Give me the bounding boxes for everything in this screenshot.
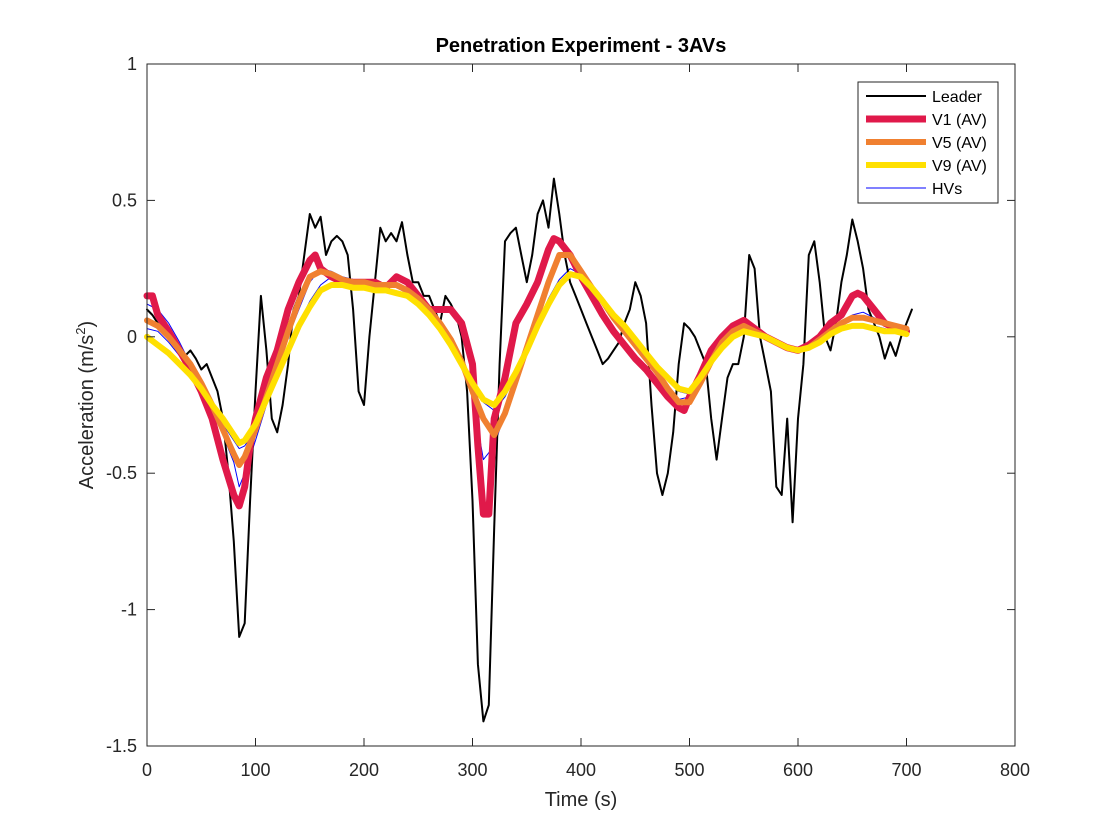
series-layer [143,177,913,723]
y-axis-label: Acceleration (m/s2) [73,321,98,489]
legend: Leader V1 (AV) V5 (AV) V9 (AV) HVs [857,81,999,204]
x-tick-label: 100 [240,760,270,780]
y-tick-label: -1 [121,600,137,620]
x-tick-label: 800 [1000,760,1030,780]
legend-label: V1 (AV) [932,112,987,129]
y-axis-label-main: Acceleration (m/s [76,335,98,490]
y-tick-label: 0.5 [112,190,137,210]
x-tick-label: 500 [674,760,704,780]
y-tick-label: 0 [127,327,137,347]
chart-title: Penetration Experiment - 3AVs [436,35,727,57]
ticks-layer: 0 100 200 300 400 500 600 700 800 -1.5 -1 -0.5 0 0.5 1 [106,54,1030,780]
series-line-5 [144,271,910,447]
legend-label: Leader [932,89,982,106]
y-tick-label: -0.5 [106,463,137,483]
x-tick-label: 0 [142,760,152,780]
x-tick-label: 400 [566,760,596,780]
y-tick-label: -1.5 [106,736,137,756]
y-tick-label: 1 [127,54,137,74]
x-tick-label: 300 [457,760,487,780]
x-tick-label: 700 [891,760,921,780]
series-line-2 [146,177,913,723]
x-axis-label: Time (s) [545,789,618,811]
y-axis-label-superscript: 2 [73,327,88,334]
legend-label: V5 (AV) [932,135,987,152]
legend-label: HVs [932,181,962,198]
y-axis-label-close: ) [76,321,98,328]
x-tick-label: 600 [783,760,813,780]
x-tick-label: 200 [349,760,379,780]
legend-label: V9 (AV) [932,158,987,175]
